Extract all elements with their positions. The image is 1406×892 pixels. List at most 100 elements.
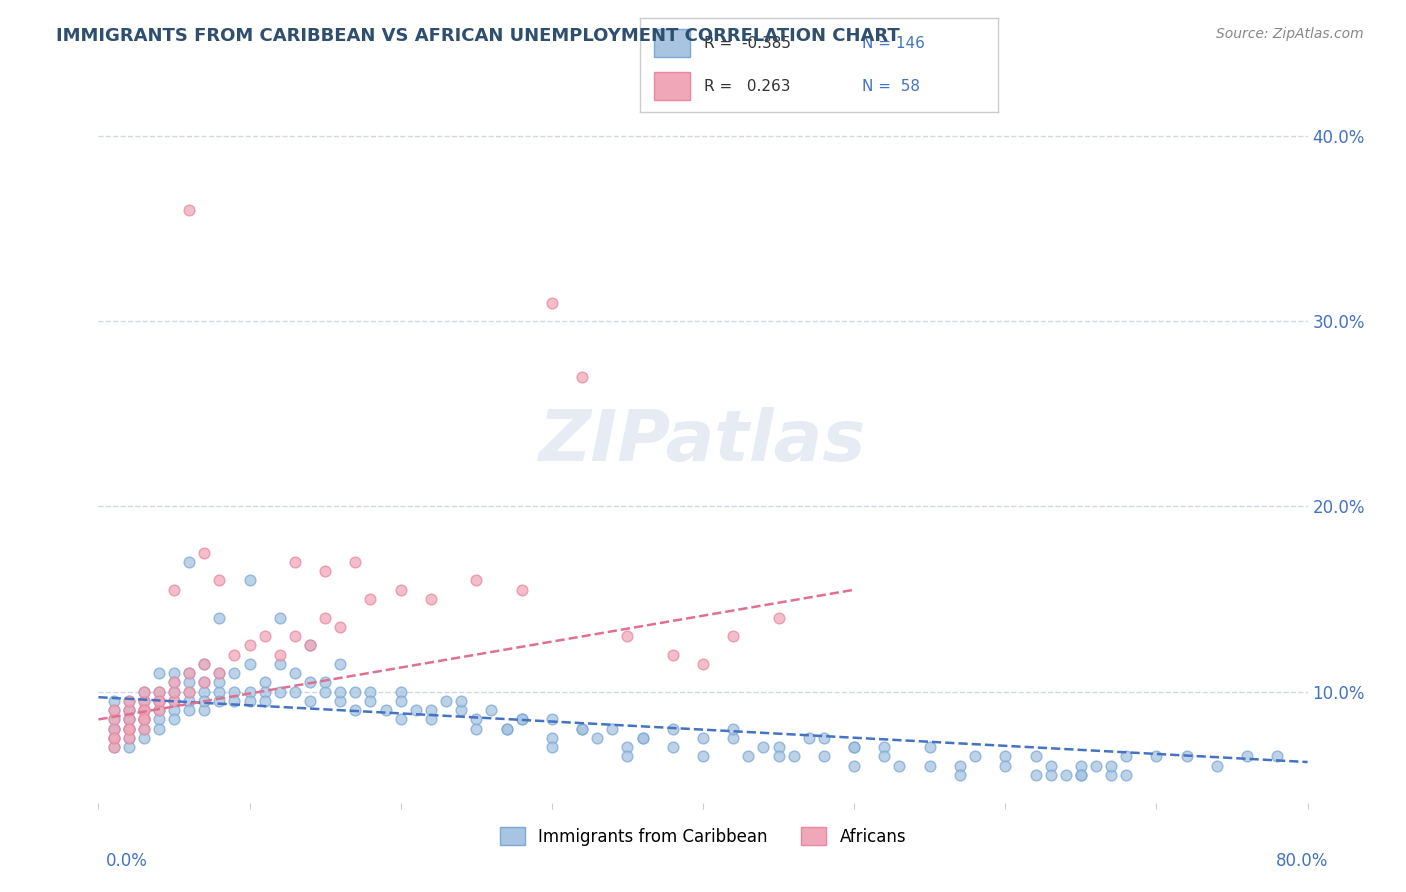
Point: [329, 694, 352, 708]
Point: [571, 722, 593, 736]
Point: [344, 555, 367, 569]
Point: [148, 666, 170, 681]
Point: [661, 740, 683, 755]
Point: [768, 749, 790, 764]
Point: [616, 629, 638, 643]
Point: [193, 684, 215, 698]
Point: [118, 722, 141, 736]
Text: N =  58: N = 58: [862, 78, 920, 94]
Point: [179, 666, 201, 681]
Point: [434, 694, 457, 708]
Point: [314, 564, 336, 578]
Point: [389, 582, 412, 597]
Point: [571, 369, 593, 384]
Text: IMMIGRANTS FROM CARIBBEAN VS AFRICAN UNEMPLOYMENT CORRELATION CHART: IMMIGRANTS FROM CARIBBEAN VS AFRICAN UNE…: [56, 27, 900, 45]
Point: [269, 610, 291, 624]
Point: [132, 713, 155, 727]
Point: [103, 722, 125, 736]
Point: [224, 694, 246, 708]
Point: [118, 731, 141, 745]
Point: [103, 740, 125, 755]
Point: [148, 722, 170, 736]
Point: [193, 703, 215, 717]
Point: [103, 740, 125, 755]
Point: [374, 703, 396, 717]
Point: [103, 722, 125, 736]
Point: [118, 703, 141, 717]
Point: [510, 582, 533, 597]
Point: [148, 694, 170, 708]
Point: [1024, 768, 1046, 782]
Point: [1099, 768, 1122, 782]
Point: [1144, 749, 1167, 764]
Point: [103, 722, 125, 736]
Point: [602, 722, 624, 736]
Point: [284, 629, 307, 643]
Point: [132, 722, 155, 736]
Point: [420, 703, 443, 717]
Point: [208, 684, 231, 698]
Point: [1070, 768, 1092, 782]
Point: [314, 675, 336, 690]
Point: [103, 731, 125, 745]
Point: [148, 694, 170, 708]
Point: [540, 713, 562, 727]
Point: [118, 740, 141, 755]
Point: [797, 731, 820, 745]
Point: [284, 666, 307, 681]
Point: [1039, 768, 1062, 782]
Point: [918, 740, 941, 755]
Point: [329, 620, 352, 634]
Point: [1099, 758, 1122, 772]
Point: [844, 740, 866, 755]
Point: [844, 740, 866, 755]
Point: [284, 684, 307, 698]
Point: [239, 657, 262, 671]
Point: [768, 740, 790, 755]
Point: [889, 758, 911, 772]
Point: [163, 694, 186, 708]
Point: [253, 629, 276, 643]
Point: [450, 694, 472, 708]
Point: [208, 610, 231, 624]
Point: [299, 638, 322, 652]
Point: [163, 684, 186, 698]
Point: [224, 666, 246, 681]
Point: [132, 713, 155, 727]
Point: [148, 684, 170, 698]
Point: [163, 666, 186, 681]
Point: [118, 713, 141, 727]
Point: [768, 610, 790, 624]
Point: [329, 657, 352, 671]
Point: [844, 758, 866, 772]
Point: [118, 722, 141, 736]
Point: [132, 703, 155, 717]
Point: [179, 666, 201, 681]
Point: [163, 694, 186, 708]
Point: [540, 740, 562, 755]
Point: [405, 703, 427, 717]
Point: [723, 722, 745, 736]
Point: [918, 758, 941, 772]
Point: [193, 675, 215, 690]
Point: [1054, 768, 1077, 782]
Point: [179, 675, 201, 690]
Point: [389, 684, 412, 698]
Point: [329, 684, 352, 698]
Point: [179, 694, 201, 708]
Point: [344, 703, 367, 717]
Point: [103, 713, 125, 727]
Point: [1085, 758, 1108, 772]
Point: [949, 758, 972, 772]
Point: [179, 555, 201, 569]
Point: [118, 694, 141, 708]
Point: [132, 731, 155, 745]
Point: [450, 703, 472, 717]
Point: [360, 592, 382, 607]
Point: [586, 731, 609, 745]
Point: [253, 675, 276, 690]
Text: ZIPatlas: ZIPatlas: [540, 407, 866, 476]
Point: [1070, 758, 1092, 772]
Point: [208, 666, 231, 681]
Point: [148, 703, 170, 717]
